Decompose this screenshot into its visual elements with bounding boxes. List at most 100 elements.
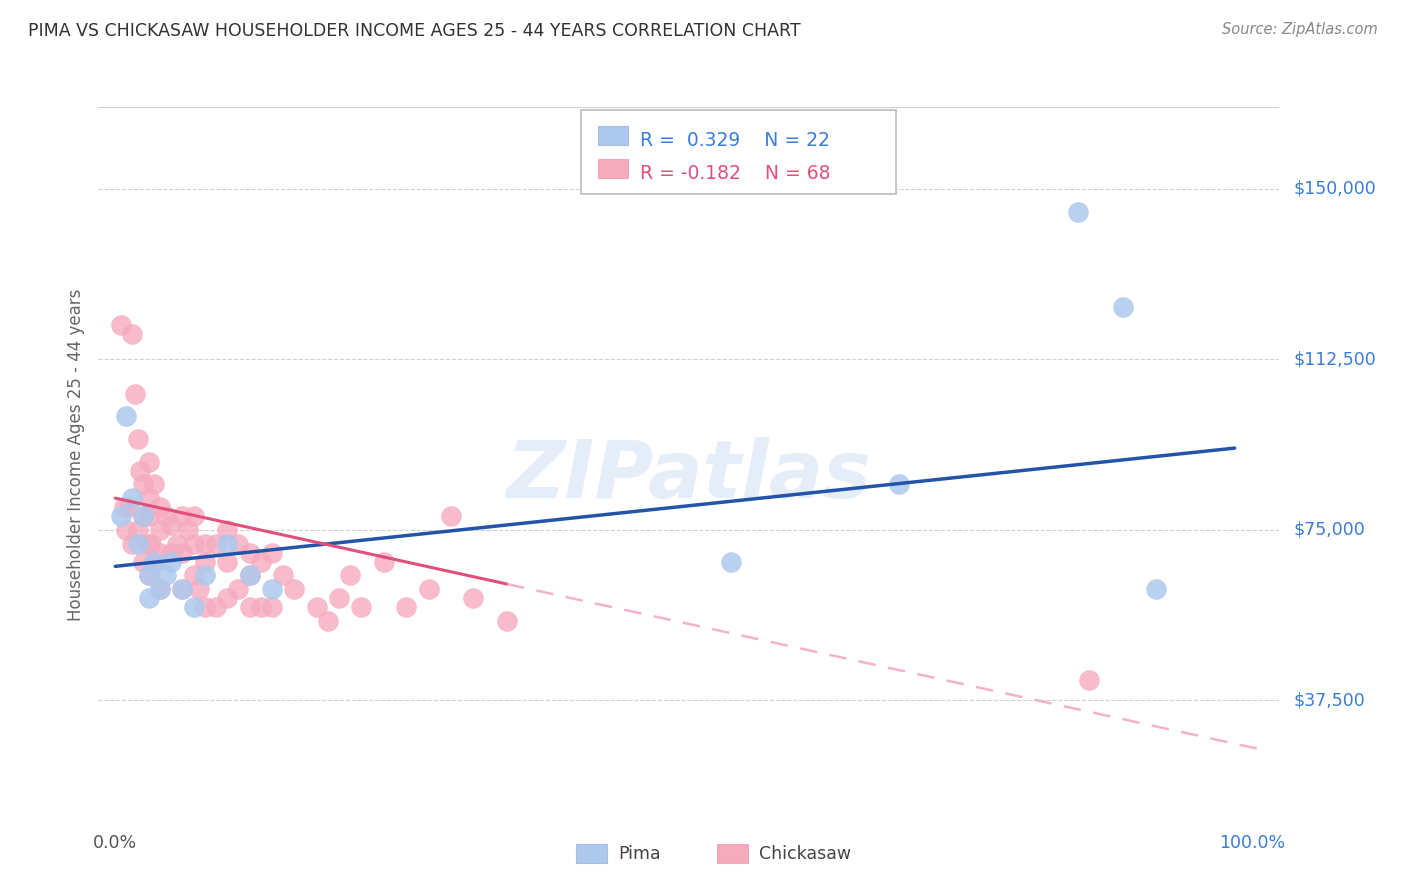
Point bbox=[139, 536, 162, 550]
Point bbox=[138, 568, 160, 582]
Point bbox=[138, 491, 160, 505]
Point bbox=[149, 546, 172, 560]
Point bbox=[143, 477, 166, 491]
Point bbox=[110, 509, 132, 524]
Text: Pima: Pima bbox=[619, 845, 661, 863]
Point bbox=[127, 432, 149, 446]
Point bbox=[228, 536, 250, 550]
Point bbox=[112, 500, 135, 515]
Point bbox=[283, 582, 305, 596]
Point bbox=[155, 568, 177, 582]
Point bbox=[177, 523, 200, 537]
Point bbox=[205, 536, 228, 550]
Point bbox=[143, 555, 166, 569]
Point bbox=[328, 591, 350, 606]
Point bbox=[138, 455, 160, 469]
Point bbox=[260, 600, 283, 615]
Text: ZIPatlas: ZIPatlas bbox=[506, 437, 872, 515]
Point bbox=[316, 614, 339, 628]
Point bbox=[271, 568, 294, 582]
Point bbox=[132, 477, 155, 491]
Point bbox=[183, 536, 205, 550]
Point bbox=[138, 568, 160, 582]
Point bbox=[205, 600, 228, 615]
Point bbox=[887, 477, 910, 491]
Point bbox=[160, 518, 183, 533]
Point bbox=[138, 509, 160, 524]
Point bbox=[132, 509, 155, 524]
Point bbox=[172, 509, 194, 524]
Point bbox=[217, 555, 239, 569]
Point bbox=[249, 555, 271, 569]
Point bbox=[249, 600, 271, 615]
Point bbox=[217, 591, 239, 606]
Point bbox=[138, 591, 160, 606]
Text: Source: ZipAtlas.com: Source: ZipAtlas.com bbox=[1222, 22, 1378, 37]
Point bbox=[194, 555, 217, 569]
Point bbox=[463, 591, 485, 606]
Point bbox=[1144, 582, 1167, 596]
Point bbox=[194, 536, 217, 550]
Point bbox=[238, 600, 260, 615]
Point bbox=[228, 582, 250, 596]
Point bbox=[132, 555, 155, 569]
Point bbox=[1078, 673, 1101, 687]
Point bbox=[117, 500, 139, 515]
Point bbox=[217, 523, 239, 537]
Point bbox=[194, 600, 217, 615]
Point bbox=[124, 386, 146, 401]
Point bbox=[155, 509, 177, 524]
Point bbox=[115, 523, 138, 537]
Point bbox=[194, 568, 217, 582]
Point bbox=[172, 546, 194, 560]
Point bbox=[121, 536, 143, 550]
Point bbox=[720, 555, 742, 569]
Text: R = -0.182    N = 68: R = -0.182 N = 68 bbox=[640, 164, 830, 183]
Point bbox=[110, 318, 132, 333]
Point bbox=[238, 568, 260, 582]
Point bbox=[440, 509, 463, 524]
Point bbox=[127, 536, 149, 550]
Text: 100.0%: 100.0% bbox=[1219, 834, 1285, 852]
Point bbox=[183, 600, 205, 615]
Point bbox=[121, 491, 143, 505]
Point bbox=[260, 582, 283, 596]
Point bbox=[172, 582, 194, 596]
Point bbox=[149, 523, 172, 537]
Point bbox=[1067, 204, 1090, 219]
Point bbox=[160, 546, 183, 560]
Text: $37,500: $37,500 bbox=[1294, 691, 1365, 709]
Point bbox=[121, 327, 143, 342]
Text: $150,000: $150,000 bbox=[1294, 180, 1376, 198]
Point bbox=[496, 614, 519, 628]
Point bbox=[128, 464, 150, 478]
Point bbox=[138, 536, 160, 550]
Point bbox=[127, 523, 149, 537]
Point bbox=[183, 509, 205, 524]
Point bbox=[373, 555, 395, 569]
Y-axis label: Householder Income Ages 25 - 44 years: Householder Income Ages 25 - 44 years bbox=[67, 289, 86, 621]
Point bbox=[149, 500, 172, 515]
Text: Chickasaw: Chickasaw bbox=[759, 845, 852, 863]
Point bbox=[183, 568, 205, 582]
Point bbox=[132, 509, 155, 524]
Point bbox=[172, 582, 194, 596]
Point bbox=[418, 582, 440, 596]
Point bbox=[305, 600, 328, 615]
Text: $75,000: $75,000 bbox=[1294, 521, 1365, 539]
Point bbox=[1112, 300, 1135, 314]
Point bbox=[143, 555, 166, 569]
Point bbox=[217, 536, 239, 550]
Point bbox=[188, 582, 211, 596]
Point bbox=[339, 568, 361, 582]
Point bbox=[238, 568, 260, 582]
Point bbox=[160, 555, 183, 569]
Text: PIMA VS CHICKASAW HOUSEHOLDER INCOME AGES 25 - 44 YEARS CORRELATION CHART: PIMA VS CHICKASAW HOUSEHOLDER INCOME AGE… bbox=[28, 22, 801, 40]
Point bbox=[115, 409, 138, 424]
Text: R =  0.329    N = 22: R = 0.329 N = 22 bbox=[640, 131, 830, 150]
Point bbox=[166, 536, 188, 550]
Point bbox=[149, 582, 172, 596]
Point bbox=[149, 582, 172, 596]
Text: 0.0%: 0.0% bbox=[93, 834, 136, 852]
Point bbox=[395, 600, 418, 615]
